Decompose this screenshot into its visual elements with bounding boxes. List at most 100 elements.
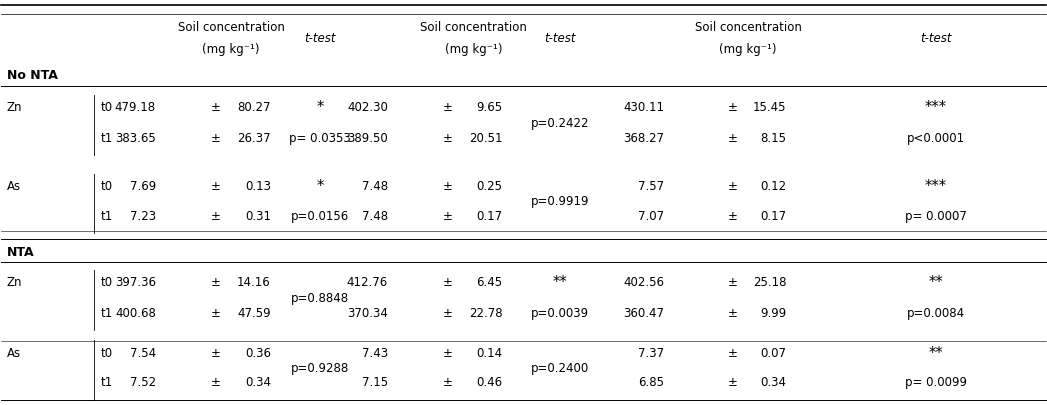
- Text: t-test: t-test: [920, 32, 952, 45]
- Text: 7.48: 7.48: [361, 210, 387, 223]
- Text: 430.11: 430.11: [623, 102, 665, 115]
- Text: 7.15: 7.15: [361, 376, 387, 389]
- Text: 9.99: 9.99: [760, 307, 786, 320]
- Text: ±: ±: [728, 376, 737, 389]
- Text: 25.18: 25.18: [753, 277, 786, 290]
- Text: t-test: t-test: [544, 32, 576, 45]
- Text: Soil concentration: Soil concentration: [420, 21, 527, 34]
- Text: Soil concentration: Soil concentration: [694, 21, 801, 34]
- Text: p=0.0084: p=0.0084: [907, 307, 965, 320]
- Text: ±: ±: [442, 132, 452, 145]
- Text: (mg kg⁻¹): (mg kg⁻¹): [719, 43, 777, 56]
- Text: 7.37: 7.37: [639, 347, 665, 360]
- Text: **: **: [553, 275, 567, 290]
- Text: ±: ±: [442, 347, 452, 360]
- Text: ±: ±: [210, 277, 220, 290]
- Text: ±: ±: [728, 307, 737, 320]
- Text: Soil concentration: Soil concentration: [178, 21, 285, 34]
- Text: As: As: [6, 347, 21, 360]
- Text: ***: ***: [925, 100, 948, 115]
- Text: (mg kg⁻¹): (mg kg⁻¹): [202, 43, 260, 56]
- Text: t-test: t-test: [304, 32, 336, 45]
- Text: 397.36: 397.36: [115, 277, 156, 290]
- Text: p<0.0001: p<0.0001: [907, 132, 965, 145]
- Text: ±: ±: [728, 210, 737, 223]
- Text: ***: ***: [925, 179, 948, 194]
- Text: 402.30: 402.30: [347, 102, 387, 115]
- Text: 360.47: 360.47: [623, 307, 665, 320]
- Text: 0.12: 0.12: [760, 180, 786, 193]
- Text: 0.14: 0.14: [476, 347, 503, 360]
- Text: 80.27: 80.27: [238, 102, 271, 115]
- Text: As: As: [6, 180, 21, 193]
- Text: t0: t0: [101, 277, 113, 290]
- Text: 400.68: 400.68: [115, 307, 156, 320]
- Text: p= 0.0007: p= 0.0007: [905, 210, 967, 223]
- Text: p=0.2422: p=0.2422: [531, 117, 589, 130]
- Text: p=0.9919: p=0.9919: [531, 195, 589, 208]
- Text: 7.57: 7.57: [639, 180, 665, 193]
- Text: 402.56: 402.56: [623, 277, 665, 290]
- Text: t1: t1: [101, 210, 113, 223]
- Text: ±: ±: [210, 180, 220, 193]
- Text: Zn: Zn: [6, 102, 22, 115]
- Text: p=0.8848: p=0.8848: [291, 292, 349, 305]
- Text: *: *: [316, 100, 324, 115]
- Text: t0: t0: [101, 180, 113, 193]
- Text: p= 0.0099: p= 0.0099: [905, 376, 967, 389]
- Text: ±: ±: [442, 376, 452, 389]
- Text: p=0.2400: p=0.2400: [531, 362, 589, 375]
- Text: **: **: [929, 346, 943, 361]
- Text: 20.51: 20.51: [469, 132, 503, 145]
- Text: ±: ±: [210, 307, 220, 320]
- Text: 7.43: 7.43: [361, 347, 387, 360]
- Text: t1: t1: [101, 307, 113, 320]
- Text: ±: ±: [442, 307, 452, 320]
- Text: 0.31: 0.31: [245, 210, 271, 223]
- Text: 370.34: 370.34: [347, 307, 387, 320]
- Text: ±: ±: [728, 347, 737, 360]
- Text: 0.36: 0.36: [245, 347, 271, 360]
- Text: 0.34: 0.34: [245, 376, 271, 389]
- Text: 7.07: 7.07: [639, 210, 665, 223]
- Text: No NTA: No NTA: [6, 69, 58, 82]
- Text: ±: ±: [728, 277, 737, 290]
- Text: ±: ±: [442, 210, 452, 223]
- Text: ±: ±: [442, 180, 452, 193]
- Text: 22.78: 22.78: [469, 307, 503, 320]
- Text: ±: ±: [210, 376, 220, 389]
- Text: p=0.0039: p=0.0039: [531, 307, 589, 320]
- Text: NTA: NTA: [6, 246, 35, 259]
- Text: 7.23: 7.23: [130, 210, 156, 223]
- Text: 15.45: 15.45: [753, 102, 786, 115]
- Text: 0.25: 0.25: [476, 180, 503, 193]
- Text: ±: ±: [728, 180, 737, 193]
- Text: 0.13: 0.13: [245, 180, 271, 193]
- Text: 7.48: 7.48: [361, 180, 387, 193]
- Text: 7.52: 7.52: [130, 376, 156, 389]
- Text: 0.34: 0.34: [760, 376, 786, 389]
- Text: ±: ±: [210, 347, 220, 360]
- Text: t1: t1: [101, 132, 113, 145]
- Text: 26.37: 26.37: [238, 132, 271, 145]
- Text: 389.50: 389.50: [347, 132, 387, 145]
- Text: ±: ±: [210, 210, 220, 223]
- Text: 0.07: 0.07: [760, 347, 786, 360]
- Text: p=0.0156: p=0.0156: [291, 210, 349, 223]
- Text: 8.15: 8.15: [760, 132, 786, 145]
- Text: *: *: [316, 179, 324, 194]
- Text: 412.76: 412.76: [347, 277, 387, 290]
- Text: 47.59: 47.59: [238, 307, 271, 320]
- Text: (mg kg⁻¹): (mg kg⁻¹): [445, 43, 503, 56]
- Text: t0: t0: [101, 347, 113, 360]
- Text: 6.45: 6.45: [476, 277, 503, 290]
- Text: t1: t1: [101, 376, 113, 389]
- Text: 0.17: 0.17: [476, 210, 503, 223]
- Text: 368.27: 368.27: [623, 132, 665, 145]
- Text: Zn: Zn: [6, 277, 22, 290]
- Text: p= 0.0353: p= 0.0353: [289, 132, 351, 145]
- Text: ±: ±: [210, 132, 220, 145]
- Text: **: **: [929, 275, 943, 290]
- Text: 7.54: 7.54: [130, 347, 156, 360]
- Text: 479.18: 479.18: [115, 102, 156, 115]
